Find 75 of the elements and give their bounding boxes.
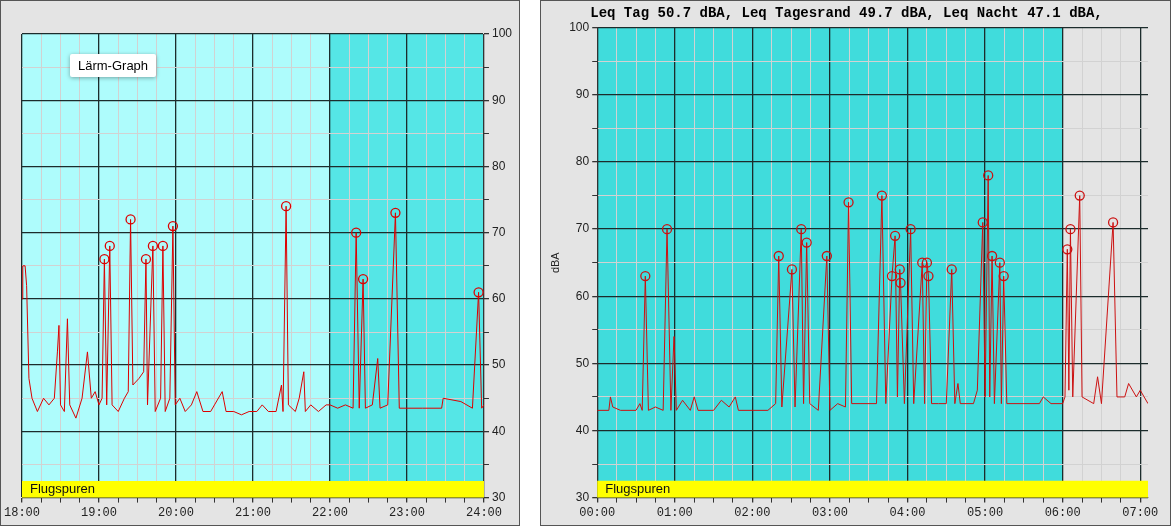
chart-title: Leq Tag 50.7 dBA, Leq Tagesrand 49.7 dBA, Leq Nacht 47.1 dBA, (590, 4, 1103, 21)
point (167, 220, 179, 232)
point (1107, 217, 1119, 228)
point (140, 254, 152, 265)
point (977, 217, 988, 228)
point (147, 240, 159, 252)
x-tick-label: 24:00 (465, 505, 502, 520)
point (923, 270, 934, 282)
band-label: Flugspuren (30, 480, 96, 496)
point (946, 264, 957, 275)
x-tick-label: 21:00 (234, 505, 271, 520)
point (905, 223, 916, 235)
point (796, 223, 807, 235)
x-tick-label: 23:00 (388, 505, 425, 520)
y2-tick-label: 70 (491, 225, 506, 239)
point (157, 240, 169, 252)
point (889, 230, 901, 241)
point (894, 264, 905, 275)
x-tick-label: 02:00 (734, 505, 771, 520)
point (390, 207, 401, 218)
point (640, 270, 651, 282)
point (994, 257, 1005, 268)
y-axis-title: dBA (548, 251, 561, 274)
point (125, 214, 136, 225)
x-tick-label: 18:00 (4, 505, 41, 520)
y2-tick-label: 30 (491, 489, 506, 504)
x-tick-label: 03:00 (811, 505, 848, 520)
point (773, 250, 784, 262)
y2-tick-label: 100 (491, 26, 513, 41)
point (786, 264, 798, 275)
x-tick-label: 00:00 (579, 505, 616, 520)
point (473, 287, 484, 298)
point (801, 237, 812, 248)
y-tick-label: 90 (575, 87, 590, 102)
point (843, 197, 854, 208)
point (351, 227, 362, 238)
point (886, 270, 898, 282)
point (280, 201, 292, 212)
point (357, 273, 369, 285)
y-tick-label: 60 (575, 288, 590, 303)
annotation: Lärm-Graph (70, 54, 157, 77)
y2-tick-label: 50 (491, 357, 506, 372)
y-tick-label: 80 (575, 154, 590, 169)
x-tick-label: 05:00 (967, 505, 1004, 520)
x-tick-label: 19:00 (80, 505, 118, 520)
y2-tick-label: 60 (491, 291, 506, 306)
point (876, 190, 888, 201)
point (998, 270, 1009, 282)
x-tick-label: 04:00 (889, 505, 926, 520)
point (1074, 190, 1085, 201)
x-tick-label: 06:00 (1044, 505, 1081, 520)
y-tick-label: 40 (575, 422, 590, 437)
band-label: Flugspuren (605, 480, 671, 496)
point (921, 257, 933, 268)
y-tick-label: 50 (575, 355, 590, 370)
point (986, 250, 998, 262)
y-tick-label: 30 (575, 489, 590, 504)
y-tick-label: 100 (569, 20, 590, 35)
x-tick-label: 22:00 (311, 505, 348, 520)
x-tick-label: 01:00 (656, 505, 693, 520)
point (99, 254, 110, 265)
x-tick-label: 07:00 (1122, 505, 1159, 520)
y-tick-label: 70 (575, 221, 590, 236)
point (895, 277, 906, 288)
y2-tick-label: 80 (491, 158, 506, 173)
point (1065, 223, 1076, 235)
y2-tick-label: 40 (491, 423, 506, 438)
point (661, 223, 673, 235)
x-tick-label: 20:00 (157, 505, 194, 520)
point (821, 250, 832, 262)
point (983, 170, 994, 181)
point (917, 257, 928, 268)
y2-tick-label: 90 (491, 92, 506, 107)
point (104, 240, 115, 252)
point (1062, 244, 1073, 255)
